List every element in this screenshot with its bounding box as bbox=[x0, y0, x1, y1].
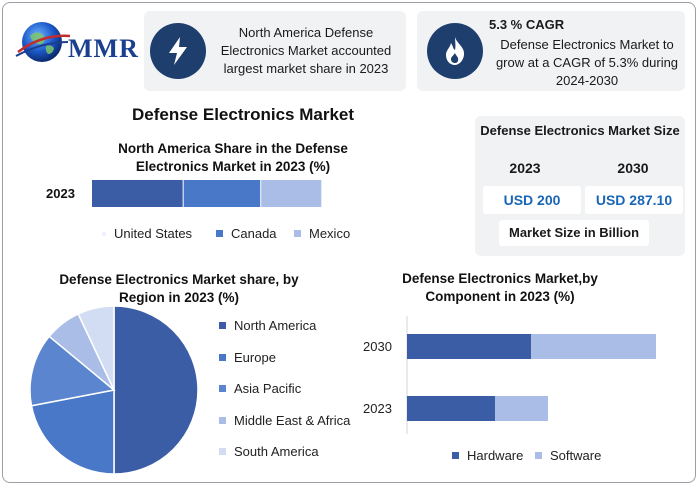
legend-label: South America bbox=[234, 444, 319, 459]
legend-south-america: South America bbox=[219, 444, 319, 459]
chart-na-share: 2023 bbox=[46, 180, 322, 207]
lightning-icon bbox=[150, 23, 206, 79]
bar-software-2030 bbox=[531, 334, 656, 359]
category-label: 2023 bbox=[363, 401, 392, 416]
market-size-value-b: USD 287.10 bbox=[585, 186, 683, 214]
chart-component-title: Defense Electronics Market,by Component … bbox=[402, 271, 598, 304]
legend-swatch bbox=[294, 230, 301, 238]
bar-segment-united-states bbox=[92, 180, 183, 207]
legend-label: Asia Pacific bbox=[234, 381, 302, 396]
cagr-headline: 5.3 % CAGR bbox=[489, 17, 565, 32]
bar-segment-canada bbox=[183, 180, 261, 207]
pie-slice-europe bbox=[30, 389, 115, 475]
mmr-logo: MMR bbox=[12, 12, 140, 72]
legend-swatch bbox=[219, 322, 226, 330]
pie-slice-asia-pacific bbox=[29, 335, 116, 407]
legend-label: Europe bbox=[234, 349, 276, 365]
bar-segment-mexico bbox=[261, 180, 322, 207]
info-card-share-text: North America Defense Electronics Market… bbox=[220, 25, 392, 76]
chart-region-pie bbox=[29, 305, 199, 475]
chart-region-title: Defense Electronics Market share, by Reg… bbox=[59, 272, 299, 305]
legend-swatch bbox=[219, 416, 226, 424]
info-card-share: North America Defense Electronics Market… bbox=[144, 11, 406, 91]
bar-hardware-2030 bbox=[407, 334, 531, 359]
legend-label: North America bbox=[234, 318, 317, 333]
info-card-cagr-text: Defense Electronics Market to grow at a … bbox=[495, 37, 679, 88]
legend-swatch bbox=[219, 353, 226, 361]
market-size-year-a: 2023 bbox=[509, 160, 541, 176]
logo-text: MMR bbox=[68, 34, 139, 63]
bar-hardware-2023 bbox=[407, 396, 495, 421]
chart-component: 2030 2023 bbox=[363, 316, 656, 434]
legend-swatch bbox=[535, 452, 542, 460]
legend-label: Middle East & Africa bbox=[234, 412, 351, 428]
legend-north-america: North America bbox=[219, 318, 316, 333]
legend-software: Software bbox=[535, 448, 601, 463]
pie-slice-north-america bbox=[113, 305, 199, 475]
chart-na-share-title: North America Share in the Defense Elect… bbox=[118, 141, 348, 174]
legend-hardware: Hardware bbox=[452, 448, 523, 463]
legend-europe: Europe bbox=[219, 350, 276, 365]
market-size-value-a: USD 200 bbox=[483, 186, 581, 214]
bar-software-2023 bbox=[495, 396, 548, 421]
legend-swatch bbox=[102, 231, 106, 236]
globe-icon bbox=[15, 22, 71, 62]
market-size-unit: Market Size in Billion bbox=[499, 220, 649, 246]
flame-icon bbox=[427, 23, 483, 79]
legend-middle-east-africa: Middle East & Africa bbox=[219, 413, 350, 428]
category-label: 2023 bbox=[46, 186, 75, 201]
page-title: Defense Electronics Market bbox=[132, 105, 355, 124]
market-size-panel: Defense Electronics Market Size 2023 203… bbox=[475, 116, 685, 256]
legend-na-mexico: Mexico bbox=[294, 226, 350, 241]
legend-swatch bbox=[452, 452, 459, 460]
legend-swatch bbox=[219, 448, 226, 456]
legend-swatch bbox=[216, 230, 223, 238]
market-size-year-b: 2030 bbox=[617, 160, 649, 176]
legend-na-us: United States bbox=[102, 226, 192, 241]
pie-slice-south-america bbox=[77, 305, 115, 391]
category-label: 2030 bbox=[363, 339, 392, 354]
market-size-title: Defense Electronics Market Size bbox=[480, 123, 680, 138]
info-card-cagr: 5.3 % CAGR Defense Electronics Market to… bbox=[417, 11, 685, 91]
legend-swatch bbox=[219, 385, 226, 393]
legend-na-canada: Canada bbox=[216, 226, 277, 241]
legend-asia-pacific: Asia Pacific bbox=[219, 381, 301, 396]
